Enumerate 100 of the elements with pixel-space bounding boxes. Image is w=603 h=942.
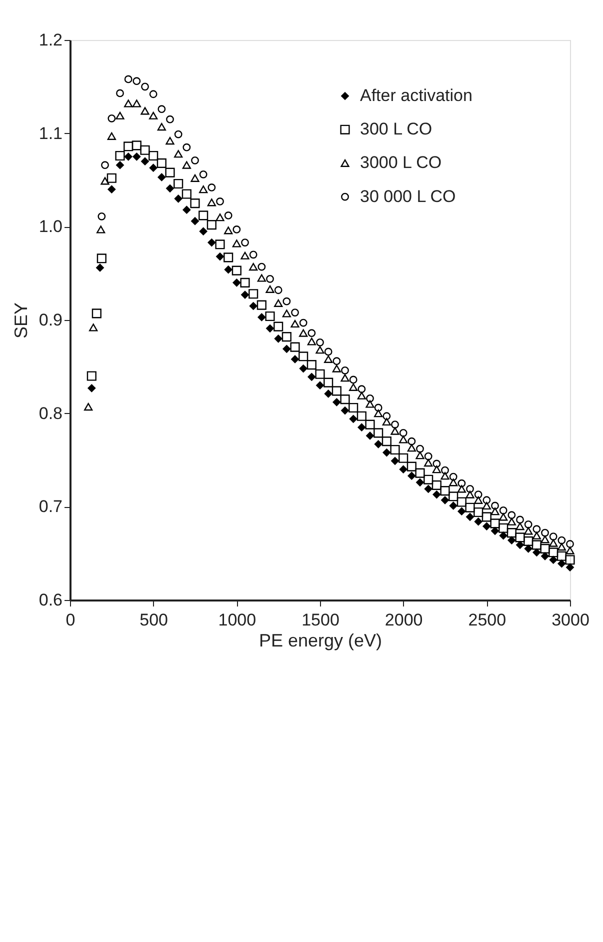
point [499, 531, 508, 540]
point [190, 174, 200, 182]
point [249, 302, 258, 310]
point [324, 348, 332, 356]
point [116, 160, 124, 170]
point [532, 540, 542, 550]
point [390, 427, 400, 435]
x-tick-label: 3000 [552, 610, 590, 630]
point [499, 513, 508, 521]
point [166, 115, 174, 124]
point [215, 240, 225, 250]
point [482, 522, 491, 530]
point [324, 390, 333, 398]
point [382, 448, 391, 457]
point [132, 152, 141, 161]
point [348, 402, 358, 413]
point [332, 364, 341, 372]
point [516, 522, 524, 530]
point [87, 384, 96, 392]
point [232, 266, 242, 276]
point [340, 374, 350, 382]
point [357, 423, 366, 432]
point [524, 536, 534, 546]
point [332, 357, 341, 366]
point [416, 478, 424, 487]
x-tick-label: 500 [140, 610, 168, 630]
point [508, 511, 516, 520]
y-tick-label: 1.0 [38, 217, 62, 236]
point [549, 556, 558, 564]
point [100, 177, 110, 185]
point [240, 278, 250, 288]
point [115, 150, 125, 161]
point [382, 412, 391, 420]
point [441, 466, 449, 474]
point [316, 346, 324, 354]
point [457, 485, 466, 493]
point [257, 313, 266, 322]
point [340, 394, 350, 404]
point [282, 332, 292, 342]
point [290, 342, 300, 352]
point [232, 226, 241, 234]
point [274, 299, 283, 308]
point [540, 536, 550, 544]
point [390, 444, 400, 455]
point [349, 376, 358, 384]
point [107, 132, 116, 140]
point [515, 532, 525, 542]
point [416, 452, 424, 460]
y-tick-label: 0.7 [38, 497, 62, 516]
point [566, 540, 574, 548]
point [199, 227, 208, 236]
point [424, 484, 433, 494]
x-axis-title: PE energy (eV) [258, 630, 382, 650]
x-tick-label: 1500 [302, 610, 340, 630]
point [158, 105, 166, 114]
point [141, 82, 149, 91]
point [116, 112, 124, 120]
point [332, 398, 341, 406]
point [391, 420, 399, 428]
point [96, 254, 106, 264]
point [274, 334, 283, 343]
point [482, 512, 492, 522]
point [307, 372, 316, 382]
point [182, 189, 192, 199]
point [340, 406, 350, 415]
point [266, 324, 274, 333]
point [524, 544, 533, 553]
point [182, 161, 191, 169]
point [399, 428, 408, 437]
point [165, 168, 175, 178]
point [290, 355, 300, 364]
point [540, 552, 550, 560]
point [290, 320, 300, 328]
point [106, 173, 116, 183]
point [458, 479, 466, 488]
point [224, 226, 233, 234]
point [507, 518, 516, 526]
point [566, 546, 574, 554]
point [524, 527, 533, 535]
point [208, 184, 216, 192]
point [249, 262, 258, 271]
point [558, 536, 566, 544]
point [532, 548, 541, 557]
y-tick-label: 1.1 [38, 124, 62, 143]
x-tick-label: 1000 [218, 610, 256, 630]
point [406, 462, 416, 472]
legend-label: 300 L CO [360, 120, 432, 139]
point [440, 472, 450, 480]
point [432, 460, 441, 468]
y-tick-label: 0.8 [38, 404, 62, 423]
point [374, 440, 383, 448]
point [166, 184, 174, 193]
point [149, 164, 158, 172]
point [332, 386, 342, 396]
point [549, 532, 558, 540]
y-tick-label: 0.9 [38, 310, 62, 330]
point [299, 329, 308, 337]
point [474, 490, 482, 498]
point [440, 486, 450, 496]
point [89, 324, 98, 332]
